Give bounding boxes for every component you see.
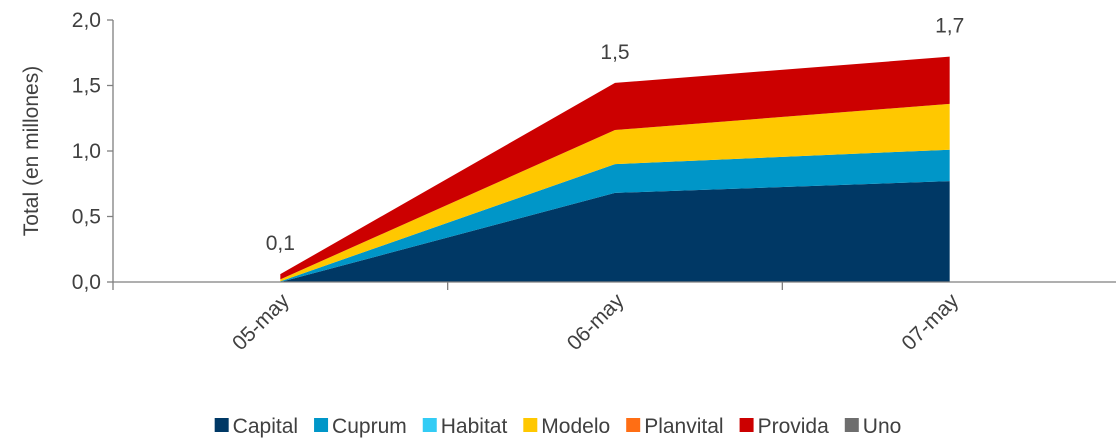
area-provida	[280, 56, 950, 280]
legend-swatch	[844, 418, 859, 432]
y-tick-label: 0,0	[72, 271, 101, 294]
y-tick-label: 1,5	[72, 75, 101, 98]
area-modelo	[280, 103, 950, 282]
y-axis-title: Total (en millones)	[20, 66, 43, 236]
legend-label: Provida	[758, 415, 830, 438]
y-tick-label: 2,0	[72, 9, 101, 32]
legend-label: Cuprum	[332, 415, 407, 438]
x-tick-label: 07-may	[897, 289, 963, 355]
legend-item-provida: Provida	[739, 415, 830, 438]
legend-swatch	[626, 418, 641, 432]
area-capital	[280, 181, 950, 282]
total-data-label: 1,7	[935, 15, 964, 38]
legend-item-habitat: Habitat	[422, 415, 508, 438]
legend-swatch	[214, 418, 229, 432]
legend-item-cuprum: Cuprum	[314, 415, 407, 438]
legend-label: Uno	[863, 415, 902, 438]
y-tick-label: 1,0	[72, 140, 101, 163]
x-tick-label: 06-may	[563, 289, 629, 355]
total-data-label: 1,5	[600, 41, 629, 64]
x-tick-label: 05-may	[228, 289, 294, 355]
y-tick-label: 0,5	[72, 206, 101, 229]
area-cuprum	[280, 149, 950, 282]
legend-item-modelo: Modelo	[523, 415, 610, 438]
legend-item-planvital: Planvital	[626, 415, 724, 438]
legend-swatch	[739, 418, 754, 432]
legend-swatch	[422, 418, 437, 432]
legend-item-uno: Uno	[844, 415, 902, 438]
legend-swatch	[523, 418, 538, 432]
chart-legend: Capital Cuprum Habitat Modelo Planvital Provi…	[214, 415, 902, 438]
legend-label: Capital	[233, 415, 298, 438]
chart-labels: 0,1 1,5 1,7	[266, 15, 965, 255]
legend-label: Modelo	[541, 415, 610, 438]
legend-label: Planvital	[644, 415, 723, 438]
legend-swatch	[314, 418, 329, 432]
chart-areas	[280, 56, 950, 282]
legend-label: Habitat	[441, 415, 508, 438]
legend-item-capital: Capital	[214, 415, 298, 438]
total-data-label: 0,1	[266, 232, 295, 255]
